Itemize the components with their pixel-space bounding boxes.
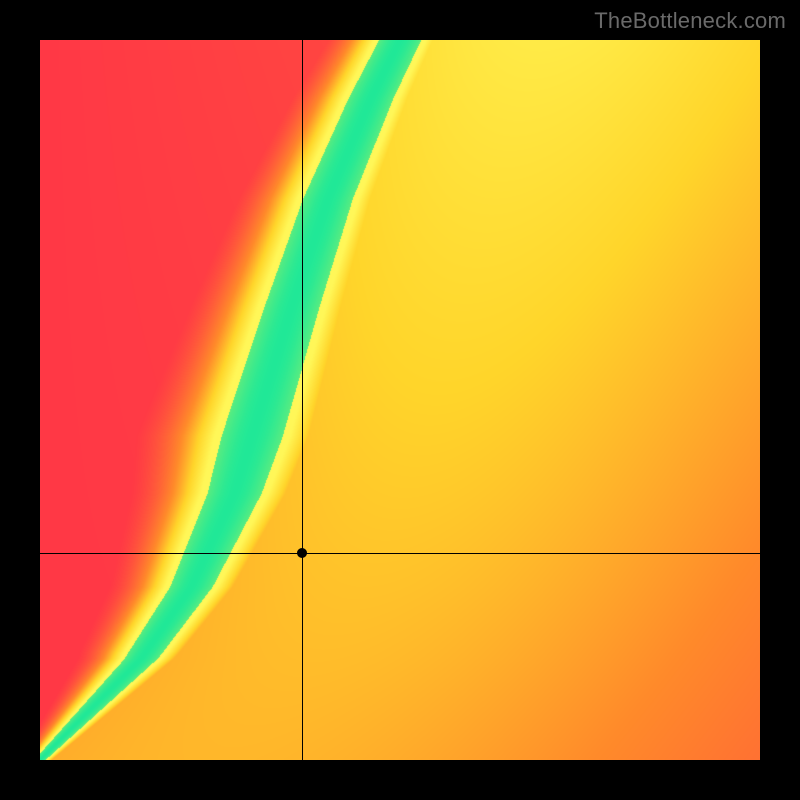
crosshair-horizontal [40, 553, 760, 554]
crosshair-vertical [302, 40, 303, 760]
heatmap-canvas [40, 40, 760, 760]
watermark-text: TheBottleneck.com [594, 8, 786, 34]
plot-area [40, 40, 760, 760]
chart-container: TheBottleneck.com [0, 0, 800, 800]
marker-dot [297, 548, 307, 558]
